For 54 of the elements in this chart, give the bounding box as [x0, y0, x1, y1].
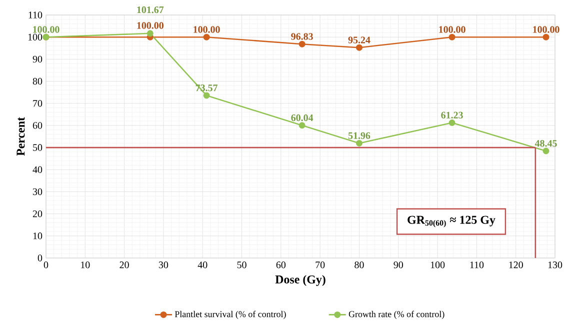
- y-tick-label: 40: [32, 166, 42, 173]
- point: [448, 119, 456, 126]
- x-tick-label: 130: [548, 262, 562, 268]
- x-tick-label: 70: [316, 262, 325, 268]
- legend-label: Plantlet survival (% of control): [174, 310, 286, 320]
- x-tick-label: 40: [198, 262, 208, 268]
- data-label: 100.00: [533, 26, 560, 33]
- data-label: 101.67: [137, 6, 164, 14]
- x-tick-label: 90: [394, 262, 403, 268]
- point: [448, 34, 456, 40]
- x-axis-title: Dose (Gy): [275, 275, 326, 286]
- point: [356, 44, 362, 51]
- data-label: 100.00: [137, 22, 164, 29]
- data-label: 51.96: [348, 132, 370, 140]
- data-label: 60.04: [291, 114, 314, 122]
- y-tick-label: 80: [32, 78, 42, 85]
- text: GR$_{50(60)}$ ≈ 125 Gy: [408, 216, 496, 228]
- y-tick-label: 60: [32, 122, 42, 129]
- y-tick-label: 70: [33, 100, 42, 107]
- point: [298, 122, 306, 129]
- x-tick-label: 120: [509, 262, 523, 268]
- x-tick-label: 60: [276, 262, 286, 268]
- data-label: 95.24: [348, 36, 370, 44]
- x-tick-label: 10: [81, 262, 90, 268]
- data-label: 100.00: [33, 26, 60, 33]
- legend-label: Growth rate (% of control): [348, 310, 444, 320]
- point: [298, 40, 306, 48]
- point: [146, 30, 154, 37]
- x-tick-label: 30: [158, 262, 168, 268]
- y-tick-label: 50: [33, 144, 42, 151]
- point: [203, 34, 210, 40]
- x-tick-label: 20: [120, 262, 129, 268]
- y-tick-label: 30: [33, 188, 42, 196]
- y-tick-label: 100: [28, 34, 42, 40]
- data-label: 61.23: [441, 112, 463, 119]
- data-label: 100.00: [194, 26, 220, 33]
- y-tick-label: 10: [33, 232, 42, 240]
- data-label: 48.45: [534, 140, 557, 147]
- x-tick-label: 0: [44, 262, 48, 268]
- x-tick-label: 50: [237, 262, 246, 268]
- y-tick-label: 90: [32, 56, 42, 63]
- y-axis-title: Percent: [16, 117, 25, 156]
- point: [542, 34, 550, 40]
- point: [356, 140, 362, 146]
- x-tick-label: 100: [430, 262, 445, 268]
- data-label: 96.83: [291, 33, 313, 40]
- point: [542, 148, 550, 154]
- y-tick-label: 20: [32, 210, 42, 218]
- y-tick-label: 110: [28, 12, 42, 18]
- x-tick-label: 110: [470, 262, 484, 268]
- y-tick-label: 0: [38, 254, 42, 262]
- data-label: 100.00: [439, 26, 466, 33]
- point: [203, 92, 210, 99]
- x-tick-label: 80: [354, 262, 364, 268]
